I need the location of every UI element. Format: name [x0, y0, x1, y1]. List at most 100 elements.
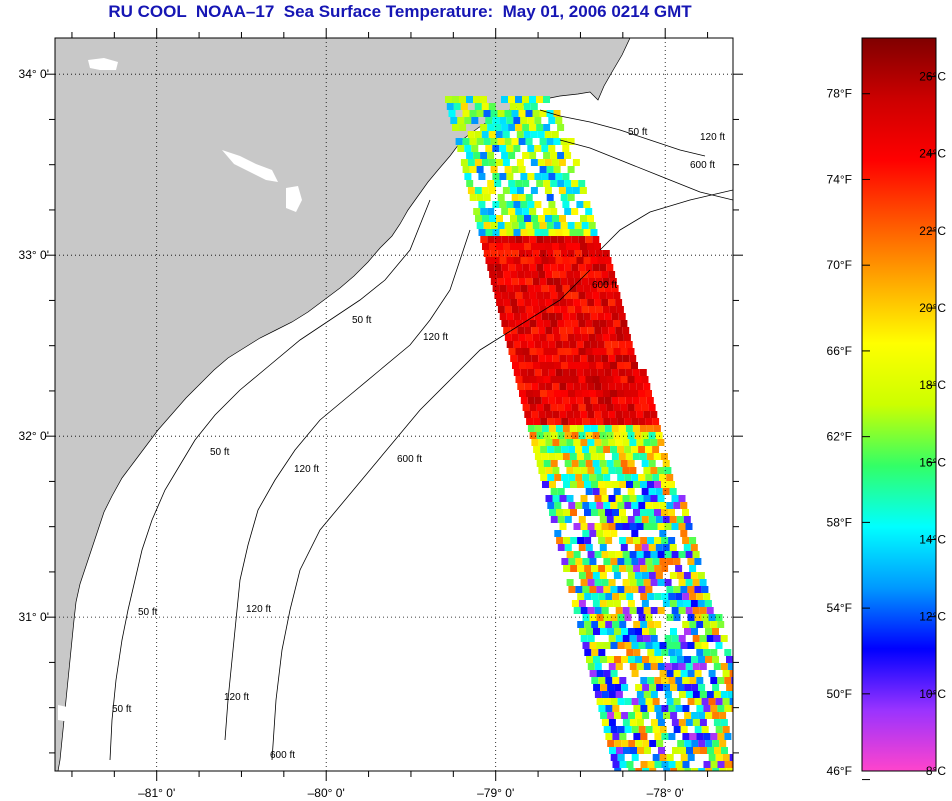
- sst-pixel: [457, 117, 465, 124]
- contour-120ft: [224, 139, 733, 741]
- sst-pixel: [583, 397, 591, 404]
- sst-pixel: [703, 649, 711, 656]
- sst-pixel: [656, 684, 664, 691]
- sst-pixel: [654, 621, 662, 628]
- sst-pixel: [589, 502, 597, 509]
- sst-pixel: [628, 628, 635, 635]
- sst-pixel: [557, 404, 565, 411]
- sst-pixel: [622, 579, 630, 586]
- sst-pixel: [628, 712, 636, 719]
- sst-pixel: [518, 222, 526, 229]
- sst-pixel: [691, 768, 699, 771]
- sst-pixel: [622, 719, 630, 726]
- sst-pixel: [543, 460, 551, 467]
- sst-pixel: [482, 243, 489, 250]
- sst-pixel: [571, 292, 579, 299]
- sst-pixel: [601, 327, 609, 334]
- sst-pixel: [524, 215, 531, 222]
- sst-pixel: [534, 313, 542, 320]
- contour-label: 120 ft: [700, 132, 725, 143]
- sst-pixel: [673, 670, 681, 677]
- sst-pixel: [527, 425, 535, 432]
- sst-pixel: [580, 327, 588, 334]
- sst-pixel: [654, 565, 662, 572]
- sst-pixel: [581, 278, 589, 285]
- sst-pixel: [631, 726, 639, 733]
- fahrenheit-label: 70°F: [827, 258, 852, 272]
- sst-pixel: [638, 726, 646, 733]
- sst-pixel: [608, 691, 616, 698]
- sst-pixel: [617, 558, 625, 565]
- sst-pixel: [495, 131, 503, 138]
- sst-pixel: [616, 306, 624, 313]
- sst-pixel: [588, 250, 596, 257]
- sst-pixel: [703, 593, 711, 600]
- sst-pixel: [607, 656, 614, 663]
- sst-pixel: [504, 306, 512, 313]
- sst-pixel: [513, 117, 521, 124]
- sst-pixel: [692, 635, 700, 642]
- sst-pixel: [645, 726, 653, 733]
- sst-pixel: [557, 516, 565, 523]
- sst-pixel: [586, 656, 593, 663]
- sst-pixel: [712, 684, 720, 691]
- sst-pixel: [661, 705, 669, 712]
- sst-pixel: [638, 418, 646, 425]
- sst-pixel: [649, 656, 656, 663]
- sst-pixel: [483, 138, 491, 145]
- sst-pixel: [617, 726, 625, 733]
- sst-pixel: [576, 369, 584, 376]
- sst-pixel: [464, 117, 472, 124]
- sst-pixel: [650, 607, 658, 614]
- sst-pixel: [601, 551, 609, 558]
- sst-pixel: [529, 320, 537, 327]
- sst-pixel: [619, 621, 627, 628]
- sst-pixel: [629, 663, 637, 670]
- sst-pixel: [719, 740, 727, 747]
- sst-pixel: [635, 656, 642, 663]
- sst-pixel: [573, 355, 581, 362]
- sst-pixel: [657, 495, 665, 502]
- sst-pixel: [646, 397, 654, 404]
- sst-pixel: [532, 306, 540, 313]
- sst-pixel: [686, 747, 693, 754]
- sst-pixel: [499, 229, 507, 236]
- sst-pixel: [534, 145, 542, 152]
- sst-pixel: [582, 614, 590, 621]
- sst-pixel: [501, 264, 509, 271]
- sst-pixel: [614, 628, 621, 635]
- sst-pixel: [668, 677, 676, 684]
- sst-pixel: [566, 495, 574, 502]
- sst-pixel: [721, 747, 728, 754]
- sst-pixel: [682, 705, 690, 712]
- title-datetime: May 01, 2006 0214 GMT: [502, 2, 692, 21]
- sst-pixel: [613, 516, 621, 523]
- sst-pixel: [652, 474, 660, 481]
- sst-pixel: [496, 243, 503, 250]
- sst-pixel: [578, 320, 586, 327]
- sst-pixel: [682, 621, 690, 628]
- map-panel: 50 ft 120 ft 600 ft 50 ft 120 ft 600 ft …: [55, 38, 733, 771]
- sst-pixel: [598, 593, 606, 600]
- sst-pixel: [552, 327, 560, 334]
- sst-pixel: [529, 348, 537, 355]
- lon-tick-label: –78° 0': [647, 786, 684, 800]
- sst-pixel: [545, 355, 553, 362]
- sst-pixel: [540, 418, 548, 425]
- sst-pixel: [529, 208, 537, 215]
- sst-pixel: [634, 516, 642, 523]
- sst-pixel: [596, 418, 604, 425]
- sst-pixel: [526, 418, 534, 425]
- sst-pixel: [694, 670, 702, 677]
- sst-pixel: [636, 383, 644, 390]
- sst-pixel: [661, 593, 669, 600]
- sst-pixel: [610, 390, 617, 397]
- sst-pixel: [532, 278, 540, 285]
- sst-pixel: [584, 593, 592, 600]
- sst-pixel: [717, 705, 725, 712]
- sst-pixel: [599, 572, 607, 579]
- sst-pixel: [517, 383, 525, 390]
- sst-pixel: [701, 726, 709, 733]
- sst-pixel: [566, 383, 574, 390]
- sst-pixel: [576, 397, 584, 404]
